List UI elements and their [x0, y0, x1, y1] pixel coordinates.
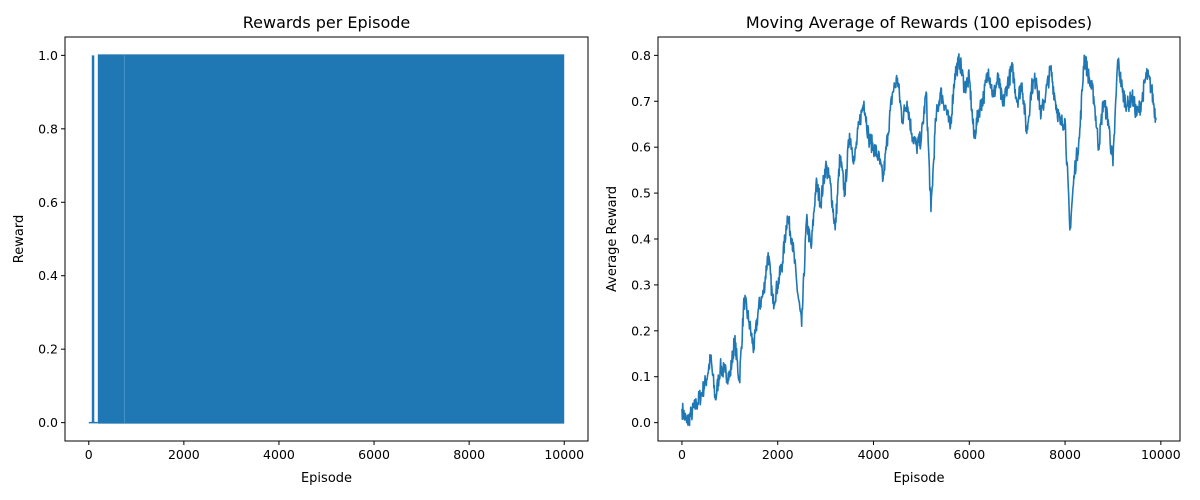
- y-tick-label: 0.8: [631, 48, 651, 63]
- y-tick-label: 0.0: [38, 415, 58, 430]
- y-tick-label: 0.6: [38, 195, 58, 210]
- x-axis-label: Episode: [301, 471, 352, 486]
- plot-area: [88, 54, 565, 424]
- moving-average-chart: Moving Average of Rewards (100 episodes)…: [605, 13, 1181, 486]
- x-tick-label: 2000: [168, 447, 200, 462]
- y-tick-label: 0.5: [631, 186, 651, 201]
- x-tick-label: 6000: [953, 447, 985, 462]
- x-tick-label: 0: [678, 447, 686, 462]
- x-tick-label: 0: [85, 447, 93, 462]
- y-axis-label: Average Reward: [605, 186, 620, 292]
- x-axis-ticks: 0 2000 4000 6000 8000 10000: [678, 441, 1181, 462]
- y-axis-ticks: 0.0 0.1 0.2 0.3 0.4 0.5 0.6 0.7 0.8: [631, 48, 658, 430]
- moving-average-series-line: [681, 53, 1157, 427]
- y-tick-label: 1.0: [38, 48, 58, 63]
- x-tick-label: 4000: [858, 447, 890, 462]
- y-tick-label: 0.1: [631, 369, 651, 384]
- y-tick-label: 0.4: [631, 232, 651, 247]
- y-tick-label: 0.0: [631, 415, 651, 430]
- y-tick-label: 0.4: [38, 268, 58, 283]
- y-axis-ticks: 0.0 0.2 0.4 0.6 0.8 1.0: [38, 48, 65, 430]
- y-tick-label: 0.7: [631, 94, 651, 109]
- x-tick-label: 10000: [1141, 447, 1181, 462]
- x-tick-label: 8000: [1049, 447, 1081, 462]
- plot-area: [681, 53, 1157, 427]
- y-tick-label: 0.2: [38, 342, 58, 357]
- x-tick-label: 10000: [544, 447, 584, 462]
- chart-title: Moving Average of Rewards (100 episodes): [746, 13, 1092, 32]
- y-tick-label: 0.2: [631, 323, 651, 338]
- y-tick-label: 0.3: [631, 277, 651, 292]
- x-tick-label: 2000: [762, 447, 794, 462]
- rewards-per-episode-chart: Rewards per Episode Episode Reward 0 2000…: [12, 13, 589, 486]
- chart-title: Rewards per Episode: [243, 13, 411, 32]
- axes-frame: [657, 36, 1181, 442]
- y-tick-label: 0.8: [38, 121, 58, 136]
- axes-frame: [64, 36, 589, 442]
- x-tick-label: 8000: [453, 447, 485, 462]
- reward-series-dense-band: [97, 54, 565, 424]
- x-axis-label: Episode: [893, 471, 944, 486]
- x-axis-ticks: 0 2000 4000 6000 8000 10000: [85, 441, 584, 462]
- y-axis-label: Reward: [12, 215, 27, 263]
- x-tick-label: 6000: [358, 447, 390, 462]
- y-tick-label: 0.6: [631, 140, 651, 155]
- x-tick-label: 4000: [263, 447, 295, 462]
